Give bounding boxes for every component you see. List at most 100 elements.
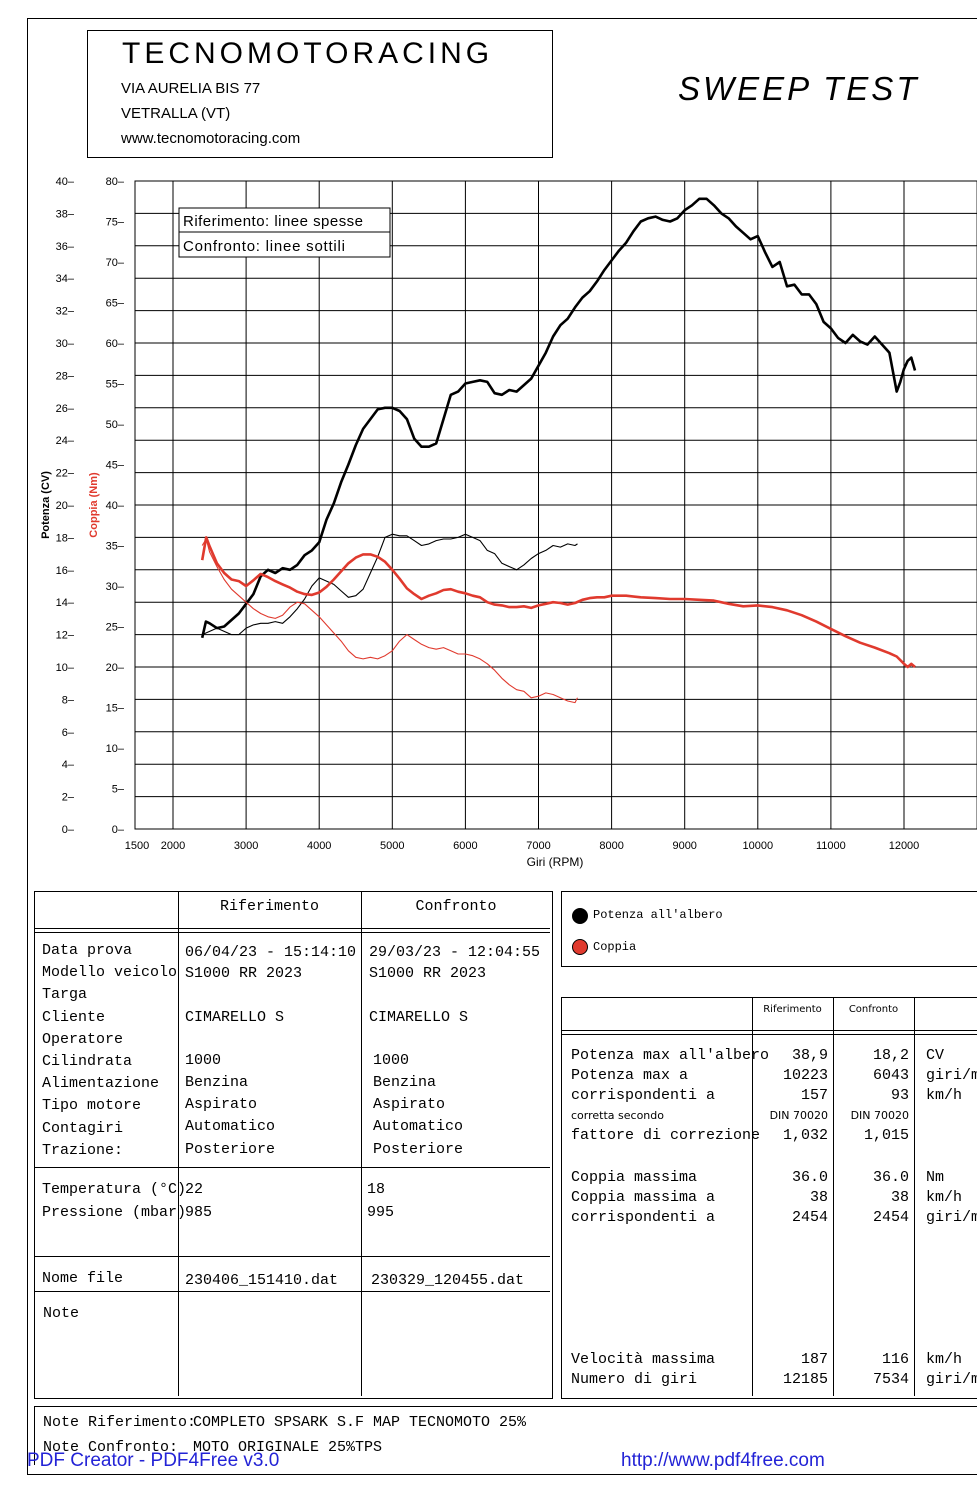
label-alimentazione: Alimentazione <box>42 1075 160 1093</box>
legend-entry-comparison: Confronto: linee sottili <box>183 238 345 255</box>
power-tick-label: 28– <box>56 370 75 382</box>
ref-pmaxa: 10223 <box>782 1067 828 1084</box>
ref-cmaxa: 38 <box>809 1189 828 1206</box>
label-contagiri: Contagiri <box>42 1119 124 1137</box>
unit-pmax: CV <box>926 1047 945 1064</box>
notes-box: Note Riferimento: COMPLETO SPSARK S.F MA… <box>34 1406 977 1465</box>
ref-cliente: CIMARELLO S <box>185 1009 285 1026</box>
ref-cilindrata: 1000 <box>185 1052 222 1069</box>
x-tick-label: 7000 <box>526 840 550 852</box>
x-tick-label: 1500 <box>125 840 149 852</box>
power-line-comparison <box>201 533 578 636</box>
power-tick-label: 26– <box>56 403 75 415</box>
ref-trazione: Posteriore <box>185 1141 276 1158</box>
cmp-ccorr: 2454 <box>872 1209 909 1226</box>
label-pmax: Potenza max all'albero <box>571 1047 770 1064</box>
cmp-cmax: 36.0 <box>872 1169 909 1186</box>
ref-temperatura: 22 <box>185 1181 204 1198</box>
torque-tick-label: 30– <box>106 581 125 593</box>
power-legend-dot <box>572 908 588 924</box>
power-tick-label: 40– <box>56 176 75 188</box>
ref-corr: 157 <box>800 1087 828 1104</box>
power-tick-label: 2– <box>62 792 75 804</box>
ref-fattore: 1,032 <box>782 1127 828 1144</box>
results-labels-power: Potenza max all'albero Potenza max a cor… <box>571 1046 769 1146</box>
cmp-cmaxa: 38 <box>890 1189 909 1206</box>
label-temperatura: Temperatura (°C) <box>42 1181 187 1198</box>
x-tick-label: 9000 <box>672 840 696 852</box>
cmp-cliente: CIMARELLO S <box>369 1009 469 1026</box>
dyno-chart: 0– 2– 4– 6– 8– 10– 12– 14– 16– 18– 20– 22– 24– 26– 28–… <box>40 176 977 869</box>
company-name: TECNOMOTORACING <box>122 37 494 70</box>
power-tick-label: 20– <box>56 500 75 512</box>
power-tick-label: 8– <box>62 694 75 706</box>
power-tick-label: 4– <box>62 759 75 771</box>
cmp-ngiri: 7534 <box>872 1371 909 1388</box>
cmp-fattore: 1,015 <box>863 1127 909 1144</box>
note-ref-label: Note Riferimento: <box>43 1414 197 1431</box>
info-labels: Data prova Modello veicolo Targa Cliente… <box>42 940 177 1162</box>
label-cmaxa: Coppia massima a <box>571 1189 716 1206</box>
torque-line-reference <box>200 536 916 669</box>
x-tick-label: 10000 <box>743 840 774 852</box>
cmp-pmaxa: 6043 <box>872 1067 909 1084</box>
page-border <box>27 18 977 1475</box>
label-pmaxa: Potenza max a <box>571 1067 689 1084</box>
y-axis-label-power: Potenza (CV) <box>40 471 52 539</box>
power-line-reference <box>200 197 917 639</box>
footer-url-link[interactable]: http://www.pdf4free.com <box>621 1450 825 1471</box>
unit-ngiri: giri/mi <box>926 1371 977 1388</box>
results-col-comparison: Confronto <box>848 1004 899 1015</box>
cmp-pressione: 995 <box>367 1204 395 1221</box>
x-tick-label: 12000 <box>889 840 920 852</box>
note-cmp-label: Note Confronto: <box>43 1439 179 1456</box>
torque-legend-dot <box>572 939 588 955</box>
label-tipo-motore: Tipo motore <box>42 1097 142 1115</box>
label-trazione: Trazione: <box>42 1141 124 1159</box>
label-ngiri: Numero di giri <box>571 1371 698 1388</box>
torque-tick-label: 15– <box>106 703 125 715</box>
label-data-prova: Data prova <box>42 942 133 959</box>
x-tick-label: 3000 <box>234 840 258 852</box>
ref-alimentazione: Benzina <box>185 1074 249 1091</box>
unit-corr: km/h <box>926 1087 963 1104</box>
legend-entry-reference: Riferimento: linee spesse <box>183 213 363 230</box>
ref-pressione: 985 <box>185 1204 213 1221</box>
cmp-corr: 93 <box>890 1087 909 1104</box>
chart-axes: 0– 2– 4– 6– 8– 10– 12– 14– 16– 18– 20– 22– 24– 26– 28–… <box>56 176 920 852</box>
ref-tipo-motore: Aspirato <box>185 1096 258 1113</box>
power-tick-label: 6– <box>62 727 75 739</box>
torque-tick-label: 75– <box>106 217 125 229</box>
results-col-reference: Riferimento <box>763 1004 822 1015</box>
results-cmp-power: 18,2 6043 93 DIN 70020 1,015 <box>833 1046 909 1146</box>
torque-tick-label: 60– <box>106 338 125 350</box>
results-labels-torque: Coppia massima Coppia massima a corrispo… <box>571 1168 715 1228</box>
ref-din: DIN 70020 <box>769 1109 828 1122</box>
cmp-din: DIN 70020 <box>850 1109 909 1122</box>
results-labels-speed: Velocità massima Numero di giri <box>571 1350 715 1390</box>
label-vmax: Velocità massima <box>571 1351 716 1368</box>
torque-tick-label: 20– <box>106 662 125 674</box>
label-pressione: Pressione (mbar) <box>42 1204 187 1221</box>
col-header-comparison: Confronto <box>415 898 497 915</box>
ref-ngiri: 12185 <box>782 1371 828 1388</box>
cmp-trazione: Posteriore <box>373 1141 464 1158</box>
power-tick-label: 0– <box>62 824 75 836</box>
company-address-2: VETRALLA (VT) <box>121 105 231 122</box>
ref-pmax: 38,9 <box>791 1047 828 1064</box>
label-ccorr: corrispondenti a <box>571 1209 716 1226</box>
label-cilindrata: Cilindrata <box>42 1053 133 1071</box>
label-nome-file: Nome file <box>42 1270 124 1287</box>
cmp-nome-file: 230329_120455.dat <box>371 1272 525 1289</box>
power-tick-label: 36– <box>56 241 75 253</box>
results-units-torque: Nm km/h giri/mi <box>926 1168 977 1228</box>
unit-cmax: Nm <box>926 1169 945 1186</box>
results-table: Riferimento Confronto Potenza max all'al… <box>561 997 977 1399</box>
ref-vmax: 187 <box>800 1351 828 1368</box>
x-tick-label: 6000 <box>453 840 477 852</box>
chart-series <box>200 197 917 704</box>
power-tick-label: 16– <box>56 565 75 577</box>
torque-line-comparison <box>201 538 578 704</box>
y-axis-label-torque: Coppia (Nm) <box>88 472 100 538</box>
cmp-pmax: 18,2 <box>872 1047 909 1064</box>
